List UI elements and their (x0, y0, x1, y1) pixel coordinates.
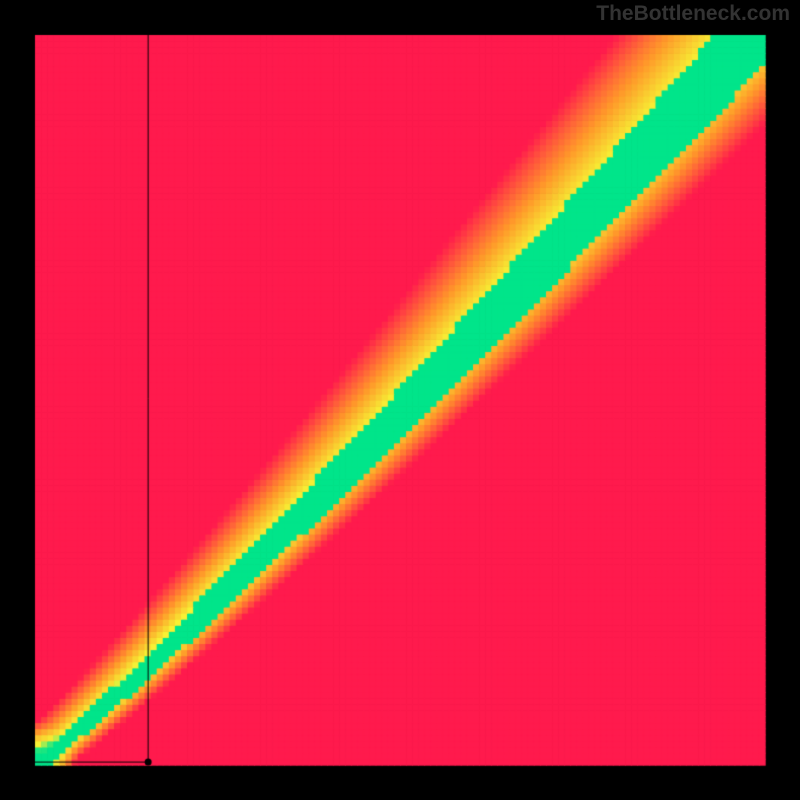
root: TheBottleneck.com (0, 0, 800, 800)
bottleneck-heatmap-canvas (0, 0, 800, 800)
watermark-text: TheBottleneck.com (596, 2, 790, 26)
